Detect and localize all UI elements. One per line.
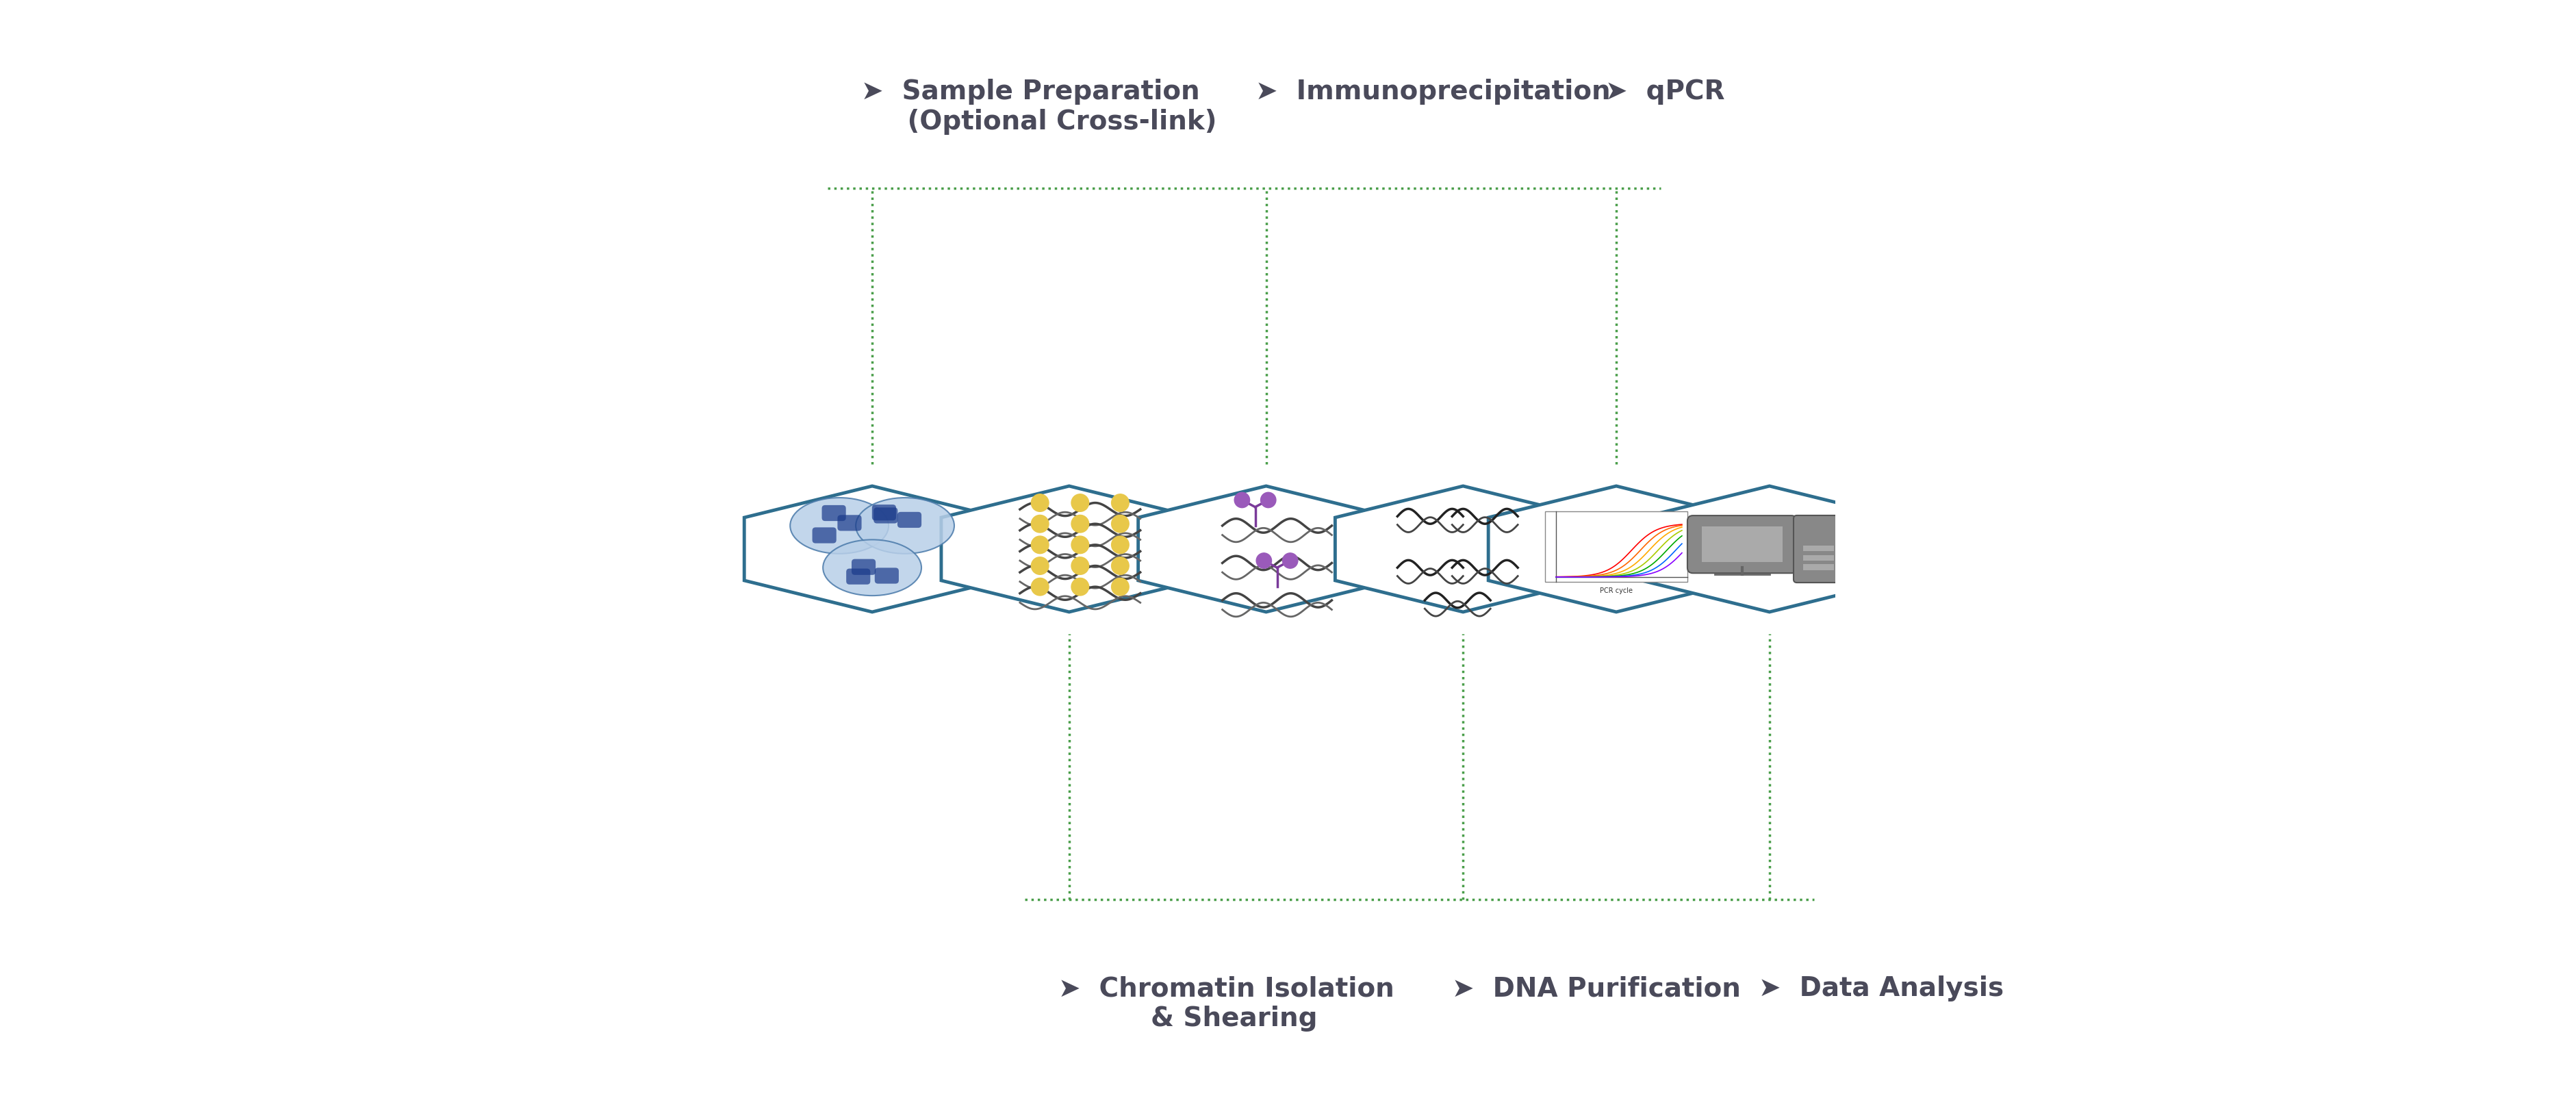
Circle shape — [1030, 536, 1048, 553]
Polygon shape — [940, 486, 1198, 612]
Text: ➤  qPCR: ➤ qPCR — [1605, 78, 1726, 104]
Circle shape — [1072, 557, 1090, 574]
Circle shape — [1110, 515, 1128, 533]
Polygon shape — [744, 486, 999, 612]
Text: ➤  Data Analysis: ➤ Data Analysis — [1759, 976, 2004, 1001]
FancyBboxPatch shape — [1803, 546, 1834, 551]
Circle shape — [1030, 515, 1048, 533]
FancyBboxPatch shape — [822, 505, 845, 522]
FancyBboxPatch shape — [837, 515, 860, 530]
FancyBboxPatch shape — [896, 512, 922, 528]
Circle shape — [1072, 515, 1090, 533]
Text: ➤  Chromatin Isolation
          & Shearing: ➤ Chromatin Isolation & Shearing — [1059, 976, 1394, 1032]
Text: ➤  DNA Purification: ➤ DNA Purification — [1453, 976, 1741, 1001]
FancyBboxPatch shape — [1793, 515, 1844, 583]
Text: ➤  Sample Preparation
     (Optional Cross-link): ➤ Sample Preparation (Optional Cross-lin… — [860, 78, 1216, 135]
FancyBboxPatch shape — [876, 568, 899, 584]
Polygon shape — [1334, 486, 1592, 612]
FancyBboxPatch shape — [811, 527, 837, 544]
Circle shape — [1257, 553, 1273, 569]
FancyBboxPatch shape — [1546, 512, 1687, 582]
Ellipse shape — [855, 497, 953, 553]
FancyBboxPatch shape — [873, 507, 896, 524]
Circle shape — [1283, 553, 1298, 569]
FancyBboxPatch shape — [848, 569, 871, 584]
Circle shape — [1110, 494, 1128, 512]
Circle shape — [1110, 536, 1128, 553]
Circle shape — [1110, 578, 1128, 595]
Text: PCR cycle: PCR cycle — [1600, 587, 1633, 594]
Circle shape — [1072, 578, 1090, 595]
Circle shape — [1072, 536, 1090, 553]
FancyBboxPatch shape — [873, 505, 896, 520]
Polygon shape — [1139, 486, 1394, 612]
Circle shape — [1030, 494, 1048, 512]
Circle shape — [1072, 494, 1090, 512]
FancyBboxPatch shape — [1803, 556, 1834, 561]
Ellipse shape — [791, 497, 889, 553]
Circle shape — [1030, 578, 1048, 595]
Polygon shape — [1489, 486, 1744, 612]
Circle shape — [1110, 557, 1128, 574]
FancyBboxPatch shape — [1687, 516, 1798, 573]
Circle shape — [1030, 557, 1048, 574]
FancyBboxPatch shape — [853, 559, 876, 575]
FancyBboxPatch shape — [1803, 564, 1834, 570]
FancyBboxPatch shape — [1703, 527, 1783, 562]
Text: ➤  Immunoprecipitation: ➤ Immunoprecipitation — [1255, 78, 1610, 104]
Polygon shape — [1641, 486, 1899, 612]
Ellipse shape — [822, 540, 922, 595]
Circle shape — [1234, 492, 1249, 507]
Circle shape — [1260, 492, 1275, 507]
